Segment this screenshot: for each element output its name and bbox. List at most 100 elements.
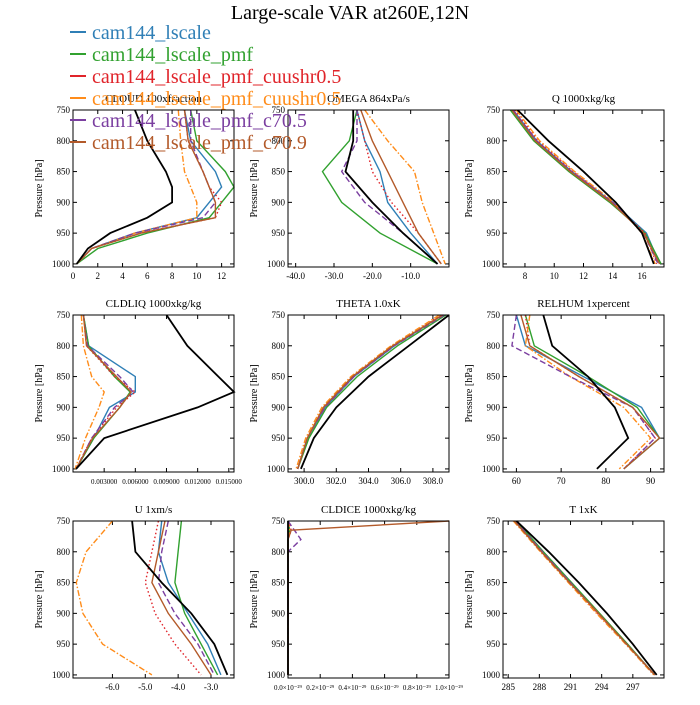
plot-frame	[72, 109, 235, 268]
y-tick-label: 950	[487, 228, 501, 238]
x-tick-label: -5.0	[138, 682, 153, 692]
series-line	[287, 520, 302, 675]
series-line	[321, 109, 438, 265]
y-tick-label: 800	[272, 341, 286, 351]
series-line	[512, 109, 659, 265]
y-tick-label: 750	[487, 310, 501, 320]
x-tick-label: 0.012000	[185, 478, 212, 486]
series-line	[75, 314, 132, 470]
subplot-title: Q 1000xkg/kg	[552, 93, 616, 105]
series-line	[75, 314, 135, 470]
x-tick-label: 300.0	[294, 476, 315, 486]
legend-label: cam144_lscale_pmf_cuushr0.5	[92, 66, 342, 88]
x-tick-label: 304.0	[358, 476, 379, 486]
x-tick-label: 0.003000	[91, 478, 118, 486]
series-line	[297, 314, 443, 470]
subplot: THETA 1.0xK Pressure [hPa] 750 800 850 900 950…	[249, 298, 450, 486]
subplot: OMEGA 864xPa/s Pressure [hPa] 750 800 850 900…	[249, 93, 450, 281]
subplot-title: T 1xK	[569, 504, 597, 516]
y-tick-label: 850	[487, 167, 501, 177]
y-tick-label: 900	[57, 608, 71, 618]
y-tick-label: 1000	[267, 464, 286, 474]
x-tick-label: 288	[533, 682, 547, 692]
y-tick-label: 850	[57, 167, 71, 177]
plot-frame	[287, 314, 450, 473]
series-line	[300, 314, 450, 470]
y-tick-label: 900	[487, 608, 501, 618]
series-line	[297, 314, 443, 470]
series-line	[356, 109, 439, 265]
series-line	[75, 314, 137, 470]
x-tick-label: 60	[512, 476, 522, 486]
series-line	[512, 109, 661, 265]
y-axis-label: Pressure [hPa]	[249, 364, 260, 422]
series-line	[157, 520, 222, 676]
y-tick-label: 950	[57, 433, 71, 443]
legend-item: cam144_lscale_pmf_c70.5	[70, 110, 341, 132]
y-tick-label: 950	[57, 639, 71, 649]
plot-frame	[502, 314, 665, 473]
y-axis-label: Pressure [hPa]	[464, 570, 475, 628]
y-tick-label: 750	[272, 516, 286, 526]
y-tick-label: 850	[272, 578, 286, 588]
y-axis-label: Pressure [hPa]	[249, 570, 260, 628]
x-tick-label: 90	[646, 476, 656, 486]
y-tick-label: 800	[57, 136, 71, 146]
series-line	[74, 314, 105, 470]
series-line	[360, 109, 442, 265]
subplot: CLDICE 1000xkg/kg Pressure [hPa] 750 800 850…	[249, 504, 464, 692]
legend-item: cam144_lscale_pmf_c70.9	[70, 132, 341, 154]
plot-frame	[502, 520, 665, 679]
x-tick-label: 80	[601, 476, 611, 486]
x-tick-label: 70	[557, 476, 567, 486]
series-line	[515, 314, 661, 470]
x-tick-label: 0.8×10⁻²⁹	[403, 684, 431, 692]
series-line	[520, 314, 661, 470]
y-tick-label: 800	[57, 341, 71, 351]
y-tick-label: 950	[487, 433, 501, 443]
subplot-title: CLDLIQ 1000xkg/kg	[106, 298, 202, 310]
y-tick-label: 850	[487, 372, 501, 382]
subplot-title: THETA 1.0xK	[336, 298, 401, 310]
plot-frame	[72, 314, 235, 473]
plot-frame	[287, 520, 450, 679]
x-tick-label: 1.0×10⁻²⁹	[435, 684, 463, 692]
series-line	[174, 520, 219, 676]
series-line	[515, 109, 656, 265]
x-tick-label: 0.6×10⁻²⁹	[371, 684, 399, 692]
y-tick-label: 800	[272, 547, 286, 557]
legend-label: cam144_lscale_pmf_c70.9	[92, 132, 307, 154]
series-line	[151, 520, 212, 676]
x-tick-label: 291	[564, 682, 578, 692]
series-line	[515, 520, 658, 676]
series-line	[524, 314, 661, 470]
plot-frame	[287, 109, 450, 268]
x-tick-label: 0.2×10⁻²⁹	[306, 684, 334, 692]
series-line	[131, 520, 229, 676]
x-tick-label: 12	[217, 271, 226, 281]
x-tick-label: 0.015000	[216, 478, 243, 486]
series-line	[76, 109, 217, 265]
x-tick-label: -20.0	[363, 271, 382, 281]
y-axis-label: Pressure [hPa]	[34, 570, 45, 628]
legend-item: cam144_lscale_pmf	[70, 44, 341, 66]
y-tick-label: 750	[487, 516, 501, 526]
x-tick-label: 308.0	[423, 476, 444, 486]
y-tick-label: 850	[487, 578, 501, 588]
subplot: CLDLIQ 1000xkg/kg Pressure [hPa] 750 800 850…	[34, 298, 242, 486]
y-tick-label: 800	[487, 341, 501, 351]
y-tick-label: 900	[272, 402, 286, 412]
series-line	[524, 314, 652, 470]
y-tick-label: 950	[487, 639, 501, 649]
y-tick-label: 850	[57, 578, 71, 588]
x-tick-label: 8	[170, 271, 175, 281]
figure-title: Large-scale VAR at260E,12N	[230, 2, 470, 24]
series-line	[295, 314, 440, 470]
y-tick-label: 850	[272, 167, 286, 177]
series-line	[511, 314, 657, 470]
series-line	[511, 109, 661, 265]
x-tick-label: 16	[638, 271, 648, 281]
subplot-title: CLDICE 1000xkg/kg	[321, 504, 417, 516]
y-tick-label: 750	[57, 516, 71, 526]
